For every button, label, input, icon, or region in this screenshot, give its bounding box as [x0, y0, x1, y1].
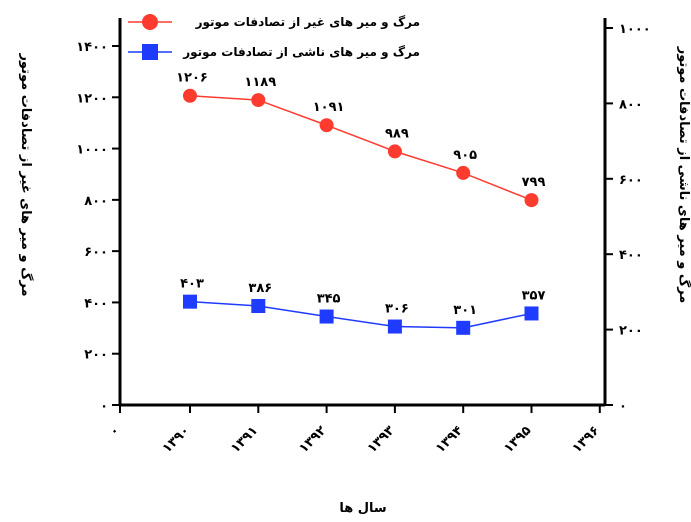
data-point-square — [456, 320, 471, 335]
y-tick-label-right: ۸۰۰ — [619, 97, 643, 112]
data-label: ۹۸۹ — [385, 126, 409, 141]
x-tick-label: ۱۳۹۳ — [365, 423, 398, 456]
y-tick-label-right: ۴۰۰ — [619, 248, 643, 263]
x-tick-label: ۱۳۹۱ — [228, 423, 261, 456]
data-point-square — [387, 319, 402, 334]
data-point-square — [251, 299, 266, 314]
y-tick-label-left: ۲۰۰ — [84, 348, 108, 363]
x-axis-title: سال ها — [339, 501, 386, 516]
series-line — [189, 300, 532, 329]
data-label: ۱۲۰۶ — [176, 71, 208, 86]
y-axis-title-left: مرگ و میر های غیر از تصادفات موتور — [18, 52, 35, 296]
data-label: ۳۴۵ — [317, 292, 341, 307]
legend-marker-circle — [142, 14, 158, 30]
data-label: ۴۰۳ — [180, 277, 204, 292]
y-tick-label-right: ۶۰۰ — [619, 173, 643, 188]
y-tick-label-right: ۲۰۰ — [619, 324, 643, 339]
x-tick-label: ۱۳۹۴ — [433, 423, 466, 456]
legend: مرگ و میر های غیر از تصادفات موتور مرگ و … — [128, 14, 420, 60]
data-point-square — [319, 309, 334, 324]
x-tick-label: ۰ — [107, 423, 123, 439]
data-label: ۳۰۱ — [453, 303, 477, 318]
x-tick-label: ۱۳۹۲ — [296, 423, 329, 456]
data-label: ۹۰۵ — [453, 148, 477, 163]
data-label: ۱۰۹۱ — [313, 100, 345, 115]
data-point-circle — [251, 93, 266, 108]
data-point-circle — [183, 88, 197, 103]
data-point-square — [524, 306, 539, 321]
y-tick-label-left: ۱۴۰۰ — [76, 40, 108, 55]
legend-marker-square — [142, 44, 158, 60]
data-label: ۳۸۶ — [248, 281, 272, 296]
y-tick-label-right: ۰ — [619, 399, 627, 414]
y-tick-label-left: ۶۰۰ — [84, 245, 108, 260]
data-point-circle — [387, 144, 402, 159]
legend-label: مرگ و میر های ناشی از تصادفات موتور — [182, 44, 420, 60]
data-point-circle — [319, 118, 334, 133]
y-tick-label-right: ۱۰۰۰ — [619, 22, 651, 37]
data-point-square — [183, 294, 197, 309]
y-tick-label-left: ۴۰۰ — [84, 296, 108, 311]
y-tick-label-left: ۸۰۰ — [84, 194, 108, 209]
data-point-circle — [524, 193, 539, 208]
x-tick-label: ۱۳۹۰ — [160, 423, 193, 456]
series-line — [189, 94, 532, 201]
y-tick-label-left: ۱۰۰۰ — [76, 143, 108, 158]
data-label: ۱۱۸۹ — [244, 75, 276, 90]
y-tick-label-left: ۱۲۰۰ — [76, 91, 108, 106]
legend-label: مرگ و میر های غیر از تصادفات موتور — [195, 14, 420, 30]
x-tick-label: ۱۳۹۶ — [570, 423, 603, 456]
series-layer: ۱۲۰۶ ۱۱۸۹ ۱۰۹۱ ۹۸۹ ۹۰۵ ۷۹۹ ۴۰۳ ۳۸۶ ۳۴۵ ۳۰۶ ۳۰۱ ۳۵۷ — [176, 71, 545, 335]
y-axis-title-right: مرگ و میر های ناشی از تصادفات موتور — [676, 46, 691, 304]
x-tick-label: ۱۳۹۵ — [501, 423, 534, 456]
y-tick-label-left: ۰ — [100, 399, 108, 414]
data-label: ۳۵۷ — [522, 288, 546, 303]
axes: ۰ ۲۰۰ ۴۰۰ ۶۰۰ ۸۰۰ ۱۰۰۰ ۱۲۰۰ ۱۴۰۰ ۰ ۲۰۰ ۴۰۰ ۶۰۰ ۸۰۰ ۱۰… — [76, 18, 651, 456]
data-label: ۷۹۹ — [522, 175, 546, 190]
data-point-circle — [456, 165, 471, 180]
data-label: ۳۰۶ — [385, 302, 409, 317]
